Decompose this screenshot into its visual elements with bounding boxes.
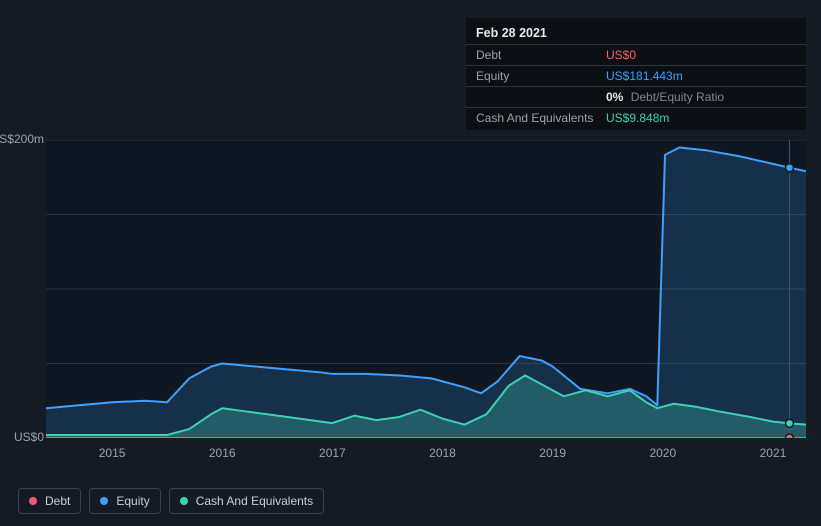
chart-plot[interactable] xyxy=(46,140,806,438)
legend-dot-icon xyxy=(100,497,108,505)
y-axis-label: US$200m xyxy=(0,132,44,146)
tooltip-value: US$0 xyxy=(606,48,796,62)
x-axis-label: 2015 xyxy=(99,446,126,460)
tooltip-row-equity: Equity US$181.443m xyxy=(466,65,806,86)
x-axis-label: 2018 xyxy=(429,446,456,460)
chart-tooltip: Feb 28 2021 Debt US$0 Equity US$181.443m… xyxy=(466,18,806,130)
x-axis-label: 2019 xyxy=(539,446,566,460)
tooltip-value: US$181.443m xyxy=(606,69,796,83)
tooltip-value: US$9.848m xyxy=(606,111,796,125)
legend-item-cash[interactable]: Cash And Equivalents xyxy=(169,488,324,514)
tooltip-label: Cash And Equivalents xyxy=(476,111,606,125)
tooltip-date: Feb 28 2021 xyxy=(466,22,806,44)
tooltip-row-debt: Debt US$0 xyxy=(466,44,806,65)
legend-dot-icon xyxy=(180,497,188,505)
tooltip-label: Equity xyxy=(476,69,606,83)
tooltip-label xyxy=(476,90,606,104)
y-axis-label: US$0 xyxy=(0,430,44,444)
x-axis-label: 2021 xyxy=(760,446,787,460)
tooltip-label: Debt xyxy=(476,48,606,62)
chart-legend: Debt Equity Cash And Equivalents xyxy=(18,488,324,514)
legend-item-debt[interactable]: Debt xyxy=(18,488,81,514)
x-axis-label: 2020 xyxy=(649,446,676,460)
legend-label: Cash And Equivalents xyxy=(196,494,313,508)
legend-item-equity[interactable]: Equity xyxy=(89,488,160,514)
tooltip-ratio-value: 0% xyxy=(606,90,623,104)
tooltip-row-ratio: 0% Debt/Equity Ratio xyxy=(466,86,806,107)
chart-root: Feb 28 2021 Debt US$0 Equity US$181.443m… xyxy=(0,0,821,526)
x-axis-label: 2017 xyxy=(319,446,346,460)
tooltip-row-cash: Cash And Equivalents US$9.848m xyxy=(466,107,806,128)
x-axis-label: 2016 xyxy=(209,446,236,460)
tooltip-ratio-suffix: Debt/Equity Ratio xyxy=(631,90,724,104)
tooltip-value: 0% Debt/Equity Ratio xyxy=(606,90,796,104)
legend-dot-icon xyxy=(29,497,37,505)
legend-label: Equity xyxy=(116,494,149,508)
legend-label: Debt xyxy=(45,494,70,508)
